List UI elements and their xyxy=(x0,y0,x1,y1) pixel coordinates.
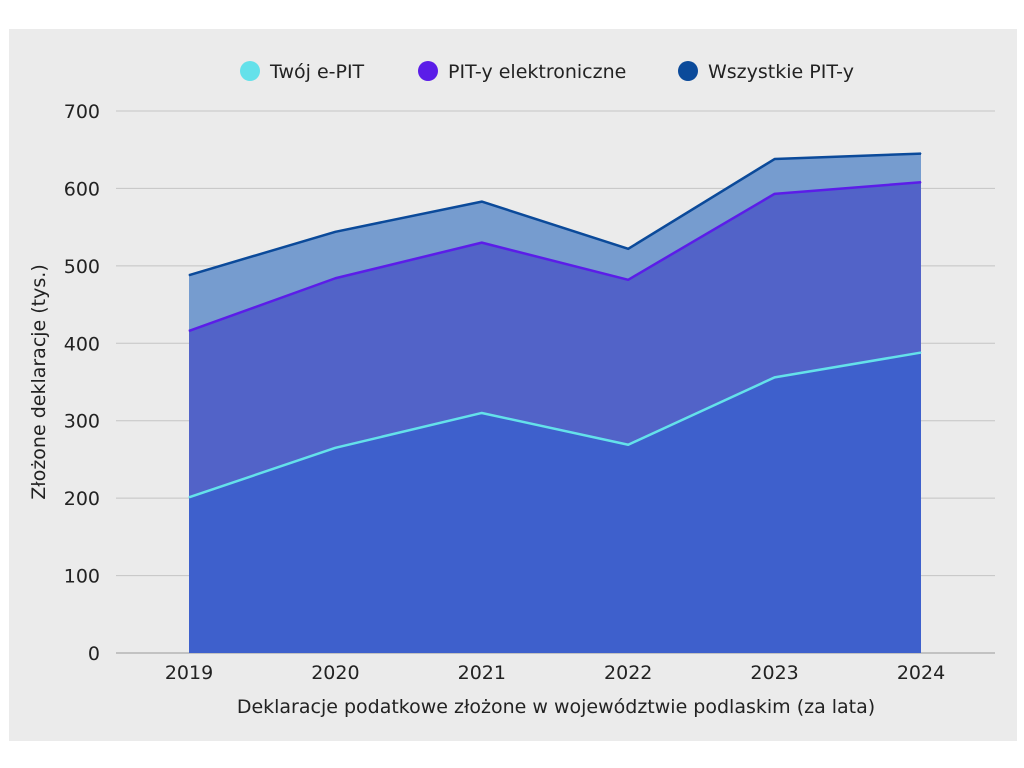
data-point xyxy=(481,201,483,203)
x-tick-label: 2022 xyxy=(604,662,652,684)
areas xyxy=(189,153,921,654)
legend: Twój e-PIT PIT-y elektroniczne Wszystkie P… xyxy=(240,61,854,83)
data-point xyxy=(920,153,922,155)
x-tick-label: 2019 xyxy=(165,662,213,684)
data-point xyxy=(334,447,336,449)
data-point xyxy=(481,412,483,414)
area-tw-j-e-pit xyxy=(189,352,921,653)
data-point xyxy=(334,277,336,279)
axes: 0 100 200 300 400 500 600 700 2019 2020 2021 2022 20… xyxy=(64,101,945,684)
x-tick-label: 2023 xyxy=(750,662,798,684)
data-point xyxy=(920,352,922,354)
x-tick-label: 2021 xyxy=(458,662,506,684)
data-point xyxy=(627,444,629,446)
data-point xyxy=(627,248,629,250)
series-lines xyxy=(188,152,922,499)
y-tick-label: 700 xyxy=(64,101,100,123)
line-wszystkie-pit-y xyxy=(188,152,922,277)
y-tick-label: 300 xyxy=(64,411,100,433)
x-tick-label: 2020 xyxy=(311,662,359,684)
data-point xyxy=(774,158,776,160)
x-axis-label: Deklaracje podatkowe złożone w województ… xyxy=(237,696,875,718)
data-point xyxy=(774,193,776,195)
data-point xyxy=(774,376,776,378)
legend-marker xyxy=(240,61,260,81)
y-tick-label: 100 xyxy=(64,566,100,588)
y-tick-label: 0 xyxy=(88,643,100,665)
data-point xyxy=(188,274,190,276)
y-tick-label: 500 xyxy=(64,256,100,278)
y-axis-label: Złożone deklaracje (tys.) xyxy=(28,264,50,499)
data-point xyxy=(334,231,336,233)
y-tick-label: 600 xyxy=(64,178,100,200)
legend-label: Wszystkie PIT-y xyxy=(708,61,854,83)
x-tick-label: 2024 xyxy=(897,662,945,684)
data-point xyxy=(481,242,483,244)
y-tick-label: 400 xyxy=(64,333,100,355)
legend-label: PIT-y elektroniczne xyxy=(448,61,626,83)
line-pit-y-elektroniczne xyxy=(188,180,922,333)
data-point xyxy=(627,279,629,281)
data-point xyxy=(188,330,190,332)
data-point xyxy=(188,496,190,498)
legend-label: Twój e-PIT xyxy=(269,61,365,83)
y-tick-label: 200 xyxy=(64,488,100,510)
data-point xyxy=(920,181,922,183)
legend-marker xyxy=(418,61,438,81)
legend-marker xyxy=(678,61,698,81)
line-tw-j-e-pit xyxy=(188,351,922,499)
